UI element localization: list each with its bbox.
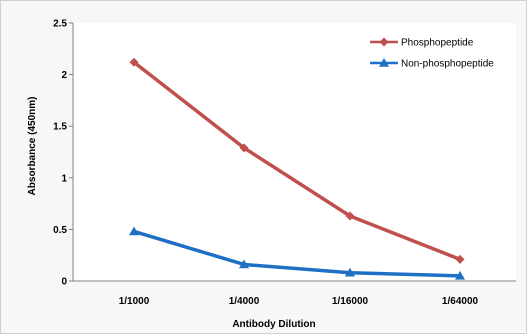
data-point-diamond (379, 37, 389, 47)
y-tick-label: 0 (61, 277, 67, 288)
y-ticks: 0 0.5 1 1.5 2 2.5 (53, 19, 73, 288)
x-axis-title: Antibody Dilution (232, 319, 315, 330)
x-tick-label: 1/4000 (229, 296, 260, 307)
data-point-diamond (345, 211, 355, 221)
y-tick-label: 2.5 (53, 19, 67, 30)
legend: Phosphopeptide Non-phosphopeptide (370, 37, 494, 70)
data-point-triangle (455, 270, 465, 280)
series-line-0 (132, 60, 462, 262)
x-tick-label: 1/1000 (119, 296, 150, 307)
data-point-triangle (129, 226, 139, 236)
y-tick-label: 1 (61, 173, 67, 184)
y-axis-title: Absorbance (450nm) (27, 97, 38, 196)
data-point-triangle (379, 58, 389, 67)
x-tick-label: 1/64000 (442, 296, 479, 307)
series-line-1 (132, 229, 462, 278)
data-point-diamond (239, 143, 249, 153)
series-lines (129, 57, 465, 280)
y-tick-label: 1.5 (53, 122, 67, 133)
legend-label: Non-phosphopeptide (401, 59, 494, 70)
data-point-diamond (455, 254, 465, 264)
data-point-triangle (239, 259, 249, 269)
x-tick-label: 1/16000 (332, 296, 369, 307)
axes (72, 23, 516, 282)
data-point-diamond (129, 57, 139, 67)
plot-area (73, 23, 516, 281)
y-tick-label: 2 (61, 70, 67, 81)
legend-label: Phosphopeptide (401, 38, 474, 49)
x-ticks: 1/1000 1/4000 1/16000 1/64000 (119, 296, 479, 307)
data-point-triangle (345, 267, 355, 277)
y-tick-label: 0.5 (53, 225, 67, 236)
